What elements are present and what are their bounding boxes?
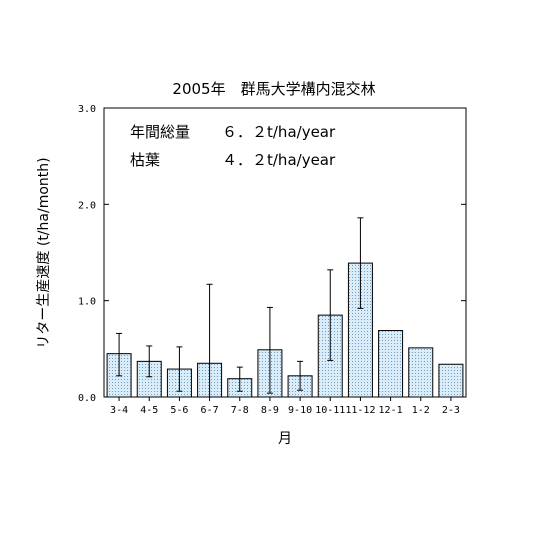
annotation-total-label: 年間総量 xyxy=(130,123,190,141)
x-tick-label: 3-4 xyxy=(110,405,128,416)
y-axis-label: リター生産速度 (t/ha/month) xyxy=(36,157,52,348)
y-tick-label: 0.0 xyxy=(78,393,96,404)
x-tick-label: 11-12 xyxy=(345,405,375,416)
x-tick-label: 6-7 xyxy=(201,405,219,416)
bar xyxy=(378,330,404,398)
plot-frame xyxy=(103,107,467,398)
chart-title: 2005年 群馬大学構内混交林 xyxy=(172,80,375,98)
annotation-leaf-value: ４．２t/ha/year xyxy=(222,151,336,169)
plot-area: 0.01.02.03.03-4 4-5 5-6 6-7 7-8 8-9 9-10 10-11 1… xyxy=(78,104,467,416)
x-axis-label: 月 xyxy=(278,431,292,447)
x-tick-label: 12-1 xyxy=(379,405,403,416)
x-tick-label: 5-6 xyxy=(170,405,188,416)
annotation-leaf-label: 枯葉 xyxy=(130,151,160,169)
y-tick-label: 1.0 xyxy=(78,297,96,308)
x-tick-label: 1-2 xyxy=(412,405,430,416)
annotation-group: 年間総量 ６．２t/ha/year 枯葉 ４．２t/ha/year xyxy=(130,123,336,169)
bar xyxy=(438,363,464,398)
x-tick-label: 4-5 xyxy=(140,405,158,416)
x-tick-label: 9-10 xyxy=(288,405,312,416)
x-tick-label: 2-3 xyxy=(442,405,460,416)
y-tick-label: 2.0 xyxy=(78,200,96,211)
x-tick-label: 7-8 xyxy=(231,405,249,416)
x-tick-label: 10-11 xyxy=(315,405,345,416)
y-tick-label: 3.0 xyxy=(78,104,96,115)
annotation-total-value: ６．２t/ha/year xyxy=(222,123,336,141)
bar xyxy=(408,347,434,398)
x-tick-label: 8-9 xyxy=(261,405,279,416)
